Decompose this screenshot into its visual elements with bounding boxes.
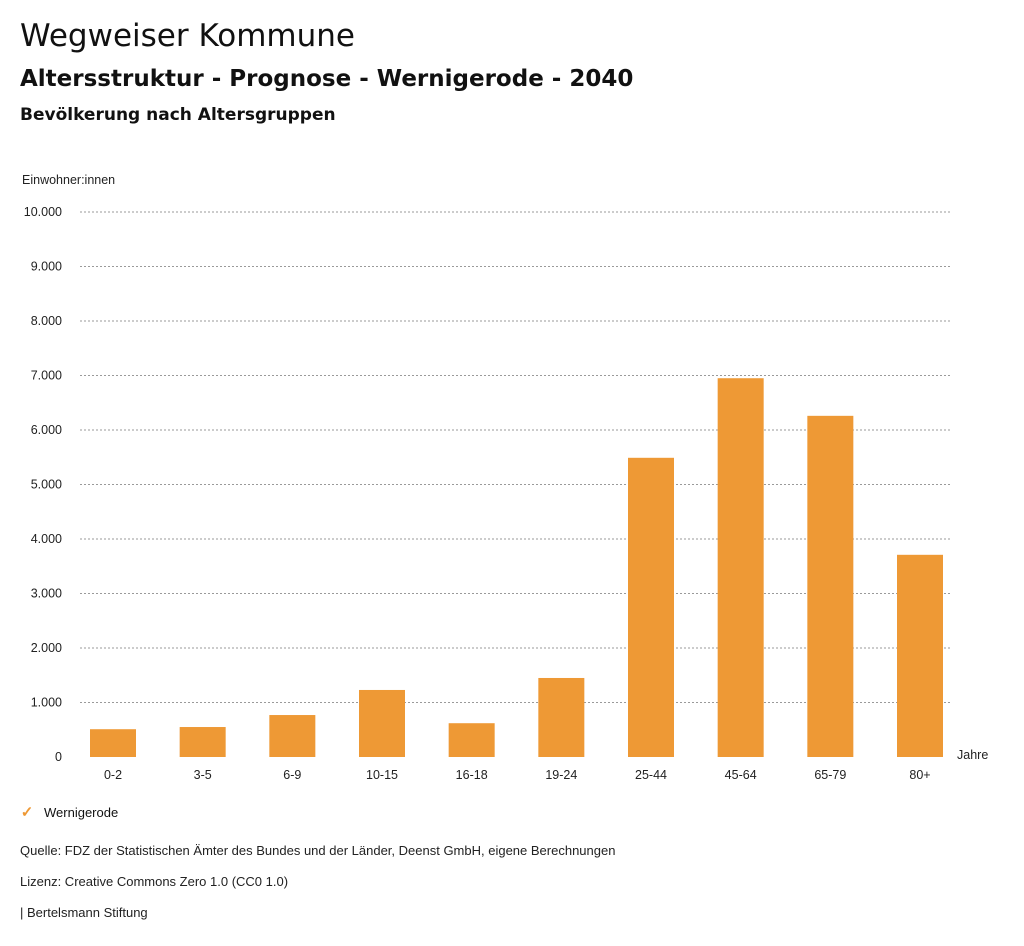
check-icon: ✓: [20, 804, 34, 821]
bar-25-44: [628, 457, 674, 757]
y-tick-label: 7.000: [31, 369, 62, 383]
x-tick-label: 0-2: [104, 768, 122, 782]
bar-16-18: [448, 723, 495, 757]
bar-45-64: [717, 378, 764, 757]
y-tick-label: 4.000: [31, 532, 62, 546]
x-tick-label: 80+: [909, 768, 930, 782]
y-tick-label: 3.000: [31, 587, 62, 601]
y-tick-label: 2.000: [31, 641, 62, 655]
y-tick-label: 0: [55, 750, 62, 764]
x-tick-label: 3-5: [194, 768, 212, 782]
license-text: Lizenz: Creative Commons Zero 1.0 (CC0 1…: [20, 874, 289, 889]
y-tick-label: 6.000: [31, 423, 62, 437]
y-tick-label: 1.000: [31, 696, 62, 710]
x-tick-label: 65-79: [814, 768, 846, 782]
x-tick-label: 45-64: [725, 768, 757, 782]
bar-10-15: [359, 689, 405, 757]
page-title: Wegweiser Kommune: [20, 18, 355, 54]
page-subtitle: Altersstruktur - Prognose - Wernigerode …: [20, 66, 634, 92]
x-axis-label: Jahre: [957, 748, 988, 762]
y-tick-label: 10.000: [24, 205, 62, 219]
source-text: Quelle: FDZ der Statistischen Ämter des …: [20, 843, 616, 858]
bar-80+: [897, 554, 943, 757]
bar-19-24: [538, 677, 585, 757]
legend-item-wernigerode[interactable]: ✓ Wernigerode: [20, 802, 119, 822]
publisher-text: | Bertelsmann Stiftung: [20, 905, 148, 920]
y-tick-label: 9.000: [31, 260, 62, 274]
x-tick-label: 10-15: [366, 768, 398, 782]
legend-label: Wernigerode: [44, 804, 119, 820]
y-tick-label: 5.000: [31, 478, 62, 492]
y-axis-label: Einwohner:innen: [22, 173, 115, 187]
bar-65-79: [807, 415, 854, 757]
x-tick-label: 19-24: [545, 768, 577, 782]
y-tick-label: 8.000: [31, 314, 62, 328]
x-tick-label: 25-44: [635, 768, 667, 782]
chart-title: Bevölkerung nach Altersgruppen: [20, 105, 336, 125]
bar-chart: Einwohner:innen 0 1.000 2.000 3.000 4.000 5.00…: [22, 173, 988, 782]
x-tick-label: 16-18: [456, 768, 488, 782]
bar-0-2: [90, 729, 136, 757]
x-tick-label: 6-9: [283, 768, 301, 782]
bar-3-5: [179, 727, 226, 757]
bar-6-9: [269, 715, 316, 757]
